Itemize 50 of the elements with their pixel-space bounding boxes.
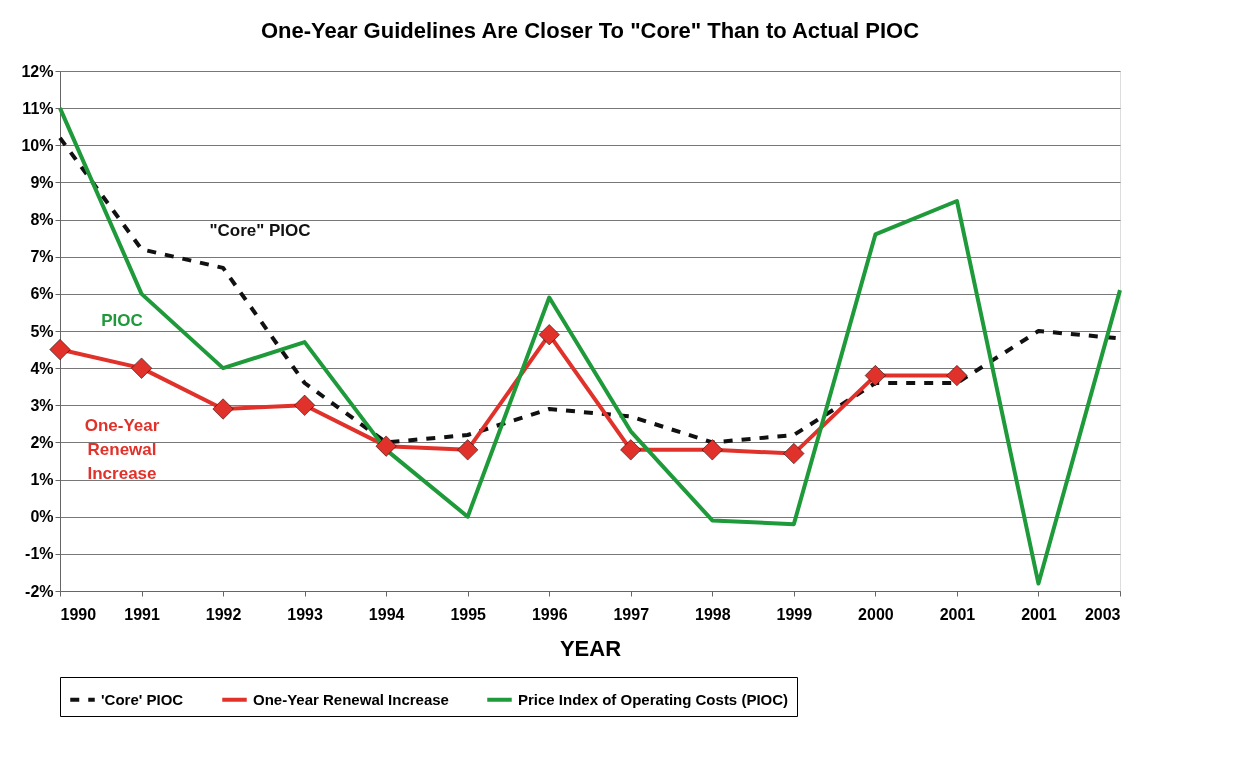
- y-tick-label: -2%: [25, 582, 54, 600]
- point: [49, 339, 71, 361]
- y-tick-label: 9%: [30, 173, 54, 191]
- y-tick-label: 0%: [30, 508, 54, 526]
- annotation: One-Year Renewal Increase: [84, 416, 160, 483]
- y-tick-label: 4%: [30, 359, 54, 377]
- x-tick-label: 1992: [205, 605, 242, 623]
- legend-label: 'Core' PIOC: [101, 690, 184, 708]
- x-tick-label: 1991: [124, 605, 160, 623]
- chart-title: One-Year Guidelines Are Closer To "Core" Than to Actual PIOC: [260, 18, 920, 43]
- point: [375, 435, 397, 457]
- point: [783, 443, 805, 465]
- y-tick-label: 1%: [30, 471, 54, 489]
- point: [946, 365, 968, 387]
- y-tick-label: 6%: [30, 285, 54, 303]
- point: [131, 357, 153, 379]
- x-tick-label: 1998: [695, 605, 731, 623]
- point: [538, 324, 560, 346]
- line-series: [58, 106, 1122, 586]
- x-tick-label: 1996: [531, 605, 568, 623]
- annotation: "Core" PIOC: [209, 221, 311, 240]
- x-tick-label: 2001: [1021, 605, 1057, 623]
- point: [864, 365, 886, 387]
- y-tick-label: 12%: [21, 62, 54, 80]
- x-tick-label: 1995: [450, 605, 487, 623]
- y-tick-label: 2%: [30, 433, 54, 451]
- x-tick-label: 1997: [613, 605, 650, 623]
- y-tick-label: 10%: [21, 136, 54, 154]
- point: [457, 439, 479, 461]
- x-axis-title: YEAR: [559, 635, 622, 661]
- x-tick-label: 2003: [1084, 605, 1121, 623]
- y-tick-label: 11%: [22, 99, 54, 117]
- point: [701, 439, 723, 461]
- annotation: PIOC: [101, 311, 143, 330]
- point: [294, 394, 316, 416]
- x-tick-label: 1993: [287, 605, 324, 623]
- point: [620, 439, 642, 461]
- y-tick-label: -1%: [25, 545, 54, 563]
- y-tick-label: 5%: [30, 322, 54, 340]
- x-tick-label: 1990: [60, 605, 97, 623]
- legend-label: One-Year Renewal Increase: [253, 690, 449, 708]
- x-tick-label: 2001: [939, 605, 976, 623]
- point: [212, 398, 234, 420]
- x-tick-label: 2000: [858, 605, 894, 623]
- legend-label: Price Index of Operating Costs (PIOC): [518, 690, 789, 708]
- y-tick-label: 3%: [30, 396, 54, 414]
- x-tick-label: 1999: [776, 605, 813, 623]
- x-tick-label: 1994: [368, 605, 405, 623]
- y-tick-label: 8%: [30, 211, 54, 229]
- y-tick-label: 7%: [30, 248, 54, 266]
